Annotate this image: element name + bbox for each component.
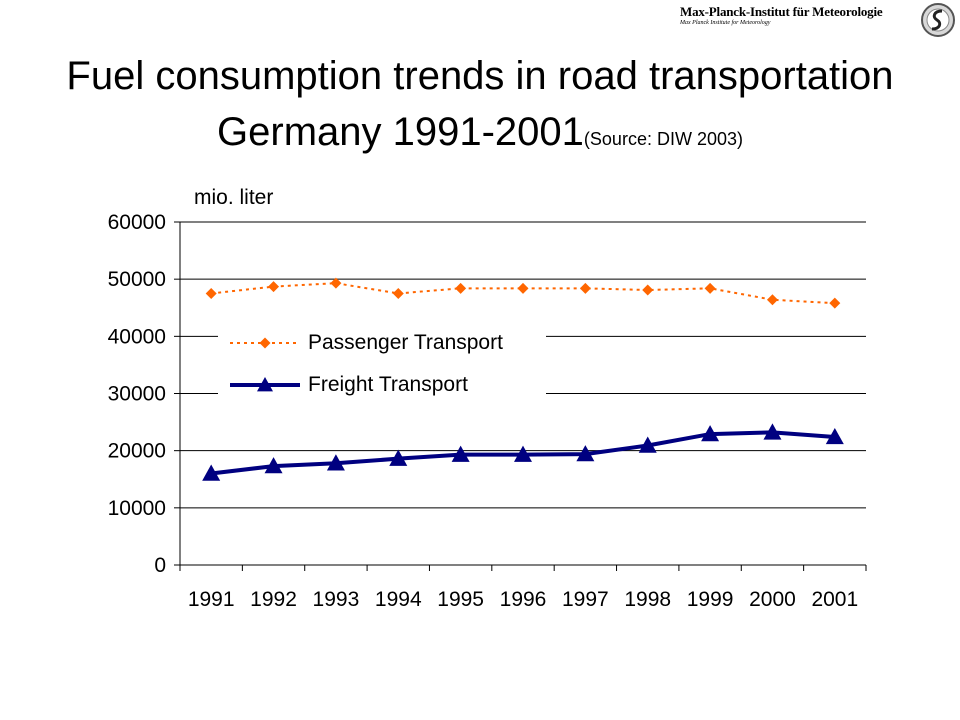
freight-transport-point	[576, 445, 595, 462]
chart-legend: Passenger Transport Freight Transport	[218, 322, 546, 398]
y-tick-label: 0	[154, 554, 166, 577]
freight-transport-point	[638, 436, 657, 453]
y-tick-label: 40000	[108, 325, 166, 348]
y-tick-label: 20000	[108, 440, 166, 463]
passenger-transport-point	[766, 294, 778, 306]
x-tick-label: 1994	[375, 588, 422, 611]
passenger-transport-point	[455, 282, 467, 294]
chart-source-note: (Source: DIW 2003)	[583, 129, 743, 149]
legend-freight-label: Freight Transport	[308, 373, 468, 396]
x-tick-label: 2000	[749, 588, 796, 611]
legend-passenger-swatch-marker	[259, 337, 271, 349]
x-tick-label: 1993	[313, 588, 360, 611]
y-tick-label: 10000	[108, 497, 166, 520]
passenger-transport-point	[642, 284, 654, 296]
passenger-transport-point	[205, 287, 217, 299]
x-tick-label: 1991	[188, 588, 235, 611]
y-tick-label: 30000	[108, 383, 166, 406]
x-tick-label: 1999	[687, 588, 734, 611]
institute-logo-text: Max-Planck-Institut für Meteorologie Max…	[680, 4, 883, 26]
y-tick-label: 60000	[108, 211, 166, 234]
y-tick-label: 50000	[108, 268, 166, 291]
passenger-transport-point	[704, 282, 716, 294]
freight-transport-point	[389, 449, 408, 466]
x-tick-label: 2001	[811, 588, 858, 611]
x-tick-label: 1995	[437, 588, 484, 611]
freight-transport-point	[451, 445, 470, 462]
chart-title-line-2: Germany 1991-2001(Source: DIW 2003)	[0, 110, 960, 155]
legend-passenger-label: Passenger Transport	[308, 331, 503, 354]
freight-transport-point	[514, 445, 532, 462]
x-tick-label: 1992	[250, 588, 297, 611]
passenger-transport-point	[330, 277, 342, 289]
passenger-transport-point	[392, 287, 404, 299]
x-tick-label: 1998	[624, 588, 671, 611]
y-axis-unit-label: mio. liter	[194, 186, 274, 209]
x-tick-label: 1996	[500, 588, 547, 611]
freight-transport-point	[264, 457, 283, 474]
institute-subname: Max Planck Institute for Meteorology	[680, 20, 771, 26]
passenger-transport-point	[579, 282, 591, 294]
freight-transport-point	[326, 454, 345, 471]
freight-transport-point	[701, 425, 720, 442]
x-tick-label: 1997	[562, 588, 609, 611]
legend-freight-swatch-marker	[257, 377, 273, 392]
institute-name: Max-Planck-Institut für Meteorologie	[680, 4, 883, 19]
freight-transport-point	[202, 464, 221, 481]
freight-transport-point	[825, 427, 844, 445]
freight-transport-point	[763, 423, 782, 440]
passenger-transport-point	[268, 281, 280, 293]
chart-title-line-1: Fuel consumption trends in road transpor…	[66, 54, 894, 98]
passenger-transport-point	[829, 297, 841, 309]
institute-emblem-icon	[921, 3, 955, 37]
chart-title-region-years: Germany 1991-2001	[217, 110, 584, 154]
passenger-transport-point	[517, 282, 529, 294]
